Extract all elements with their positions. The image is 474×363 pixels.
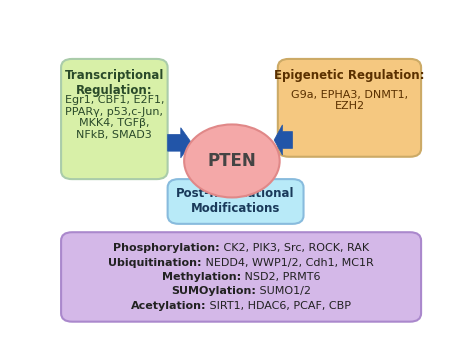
Polygon shape bbox=[213, 180, 253, 188]
Text: Phosphorylation:: Phosphorylation: bbox=[113, 243, 220, 253]
Text: Post-Translational
Modifications: Post-Translational Modifications bbox=[176, 187, 295, 216]
Text: Acetylation:: Acetylation: bbox=[131, 301, 206, 311]
Text: NEDD4, WWP1/2, Cdh1, MC1R: NEDD4, WWP1/2, Cdh1, MC1R bbox=[202, 257, 374, 268]
Text: Methylation:: Methylation: bbox=[162, 272, 241, 282]
Polygon shape bbox=[274, 125, 292, 155]
Text: Transcriptional
Regulation:: Transcriptional Regulation: bbox=[64, 69, 164, 97]
FancyBboxPatch shape bbox=[61, 59, 168, 179]
Text: CK2, PIK3, Src, ROCK, RAK: CK2, PIK3, Src, ROCK, RAK bbox=[220, 243, 369, 253]
Text: Epigenetic Regulation:: Epigenetic Regulation: bbox=[274, 69, 425, 82]
Text: NSD2, PRMT6: NSD2, PRMT6 bbox=[241, 272, 320, 282]
FancyBboxPatch shape bbox=[168, 179, 303, 224]
Polygon shape bbox=[168, 128, 191, 158]
Text: G9a, EPHA3, DNMT1,
EZH2: G9a, EPHA3, DNMT1, EZH2 bbox=[291, 90, 408, 111]
FancyBboxPatch shape bbox=[278, 59, 421, 157]
Text: PTEN: PTEN bbox=[208, 152, 256, 170]
FancyBboxPatch shape bbox=[61, 232, 421, 322]
Text: SUMO1/2: SUMO1/2 bbox=[256, 286, 311, 297]
Text: Egr1, CBF1, E2F1,
PPARγ, p53,c-Jun,
MKK4, TGFβ,
NFkB, SMAD3: Egr1, CBF1, E2F1, PPARγ, p53,c-Jun, MKK4… bbox=[64, 95, 164, 140]
Text: SUMOylation:: SUMOylation: bbox=[171, 286, 256, 297]
Text: Ubiquitination:: Ubiquitination: bbox=[109, 257, 202, 268]
Ellipse shape bbox=[184, 125, 280, 197]
Text: SIRT1, HDAC6, PCAF, CBP: SIRT1, HDAC6, PCAF, CBP bbox=[206, 301, 351, 311]
